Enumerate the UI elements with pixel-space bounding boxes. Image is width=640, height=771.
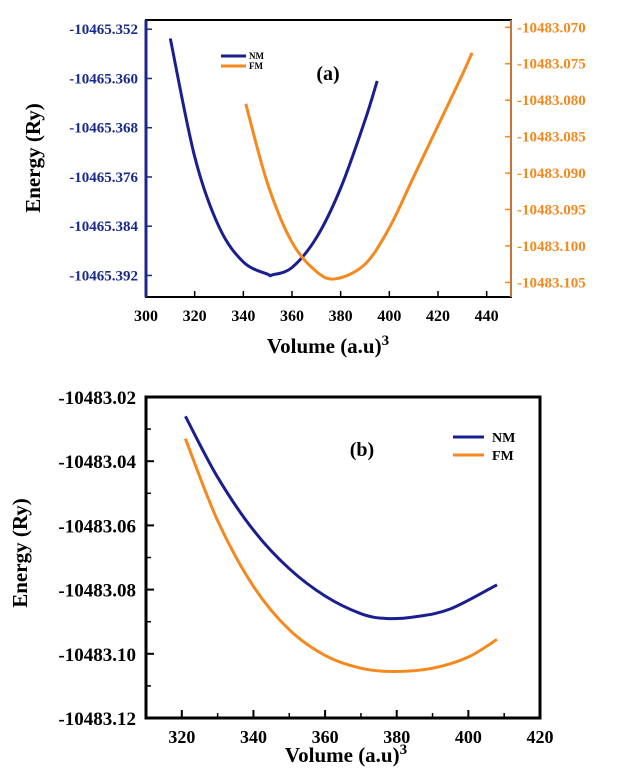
chart-b-x-tick-label: 360 — [312, 727, 339, 747]
chart-a-series — [168, 38, 474, 281]
chart-a-x-tick-label: 420 — [426, 308, 450, 325]
chart-a-y-left-tick-label: -10465.376 — [69, 170, 138, 186]
chart-a-xlabel-superscript: 3 — [382, 333, 390, 349]
chart-b-ticks — [146, 396, 541, 719]
chart-a-xlabel-text: Volume (a.u) — [267, 334, 382, 358]
chart-b-legend-label-nm: NM — [492, 431, 515, 446]
chart-a-y-right-tick-label: -10483.085 — [517, 130, 586, 146]
chart-b-x-tick-label: 380 — [383, 727, 410, 747]
chart-a-x-tick-label: 380 — [329, 308, 353, 325]
chart-b-ylabel: Energy (Ry) — [8, 498, 32, 608]
chart-b-y-tick-labels: -10483.02 -10483.04 -10483.06 -10483.08 -104… — [58, 388, 136, 730]
chart-a-x-tick-label: 400 — [377, 308, 401, 325]
chart-a-plot-frame — [145, 19, 512, 298]
chart-b-legend: NM FM — [453, 431, 515, 464]
chart-b-xlabel: Volume (a.u)3 — [285, 742, 407, 767]
chart-a-y-left-tick-label: -10465.392 — [69, 268, 138, 284]
chart-a-y-right-tick-label: -10483.080 — [517, 93, 586, 109]
chart-b-plot-frame — [144, 395, 542, 720]
chart-a-x-tick-labels: 300 320 340 360 380 400 420 440 — [134, 308, 499, 325]
chart-b-series-fm-line — [184, 438, 498, 674]
chart-a-y-right-tick-label: -10483.100 — [517, 239, 586, 255]
chart-b-series — [184, 415, 498, 674]
chart-b-xlabel-superscript: 3 — [400, 742, 408, 758]
chart-a-legend-label-nm: NM — [249, 51, 264, 61]
chart-a-y-right-tick-label: -10483.095 — [517, 203, 586, 219]
chart-b-y-tick-label: -10483.04 — [58, 452, 136, 473]
chart-b-y-tick-label: -10483.02 — [58, 388, 136, 409]
chart-b-legend-label-fm: FM — [492, 449, 514, 464]
chart-a-y-left-tick-labels: -10465.352 -10465.360 -10465.368 -10465.376… — [69, 22, 138, 284]
chart-b-x-tick-label: 400 — [455, 727, 482, 747]
chart-a: -10465.352 -10465.360 -10465.368 -10465.376… — [21, 19, 586, 358]
chart-a-y-right-tick-label: -10483.075 — [517, 57, 586, 73]
chart-b-panel-label: (b) — [350, 439, 374, 461]
chart-a-y-right-tick-label: -10483.105 — [517, 275, 586, 291]
chart-a-xlabel: Volume (a.u)3 — [267, 333, 389, 358]
chart-b-x-tick-label: 320 — [168, 727, 195, 747]
chart-b-y-tick-label: -10483.10 — [58, 645, 136, 666]
chart-a-x-tick-label: 340 — [231, 308, 255, 325]
chart-b-series-nm-line — [184, 415, 498, 621]
chart-a-y-left-tick-label: -10465.352 — [69, 22, 138, 38]
chart-a-series-fm-line — [244, 52, 474, 281]
chart-b-x-tick-labels: 320 340 360 380 400 420 — [168, 727, 553, 747]
chart-a-x-tick-label: 440 — [475, 308, 499, 325]
chart-b-y-tick-label: -10483.08 — [58, 581, 136, 602]
chart-a-y-right-tick-label: -10483.090 — [517, 166, 586, 182]
chart-a-y-left-tick-label: -10465.360 — [69, 71, 138, 87]
chart-b: -10483.02 -10483.04 -10483.06 -10483.08 -104… — [8, 388, 554, 767]
chart-a-ylabel: Energy (Ry) — [21, 103, 45, 213]
chart-a-y-right-tick-labels: -10483.070 -10483.075 -10483.080 -10483.085… — [517, 20, 586, 291]
chart-a-y-right-tick-label: -10483.070 — [517, 20, 586, 36]
chart-a-legend-label-fm: FM — [249, 61, 263, 71]
chart-a-x-tick-label: 360 — [280, 308, 304, 325]
chart-a-y-left-tick-label: -10465.368 — [69, 121, 138, 137]
chart-b-y-tick-label: -10483.12 — [58, 709, 136, 730]
chart-a-y-left-tick-label: -10465.384 — [69, 219, 138, 235]
chart-b-x-tick-label: 340 — [240, 727, 267, 747]
chart-a-x-tick-label: 320 — [183, 308, 207, 325]
chart-a-legend: NM FM — [221, 51, 264, 71]
chart-b-x-tick-label: 420 — [527, 727, 554, 747]
chart-a-x-tick-label: 300 — [134, 308, 158, 325]
chart-b-xlabel-text: Volume (a.u) — [285, 743, 400, 767]
chart-a-panel-label: (a) — [316, 63, 339, 85]
chart-b-y-tick-label: -10483.06 — [58, 516, 136, 537]
chart-a-series-nm-line — [168, 38, 379, 278]
